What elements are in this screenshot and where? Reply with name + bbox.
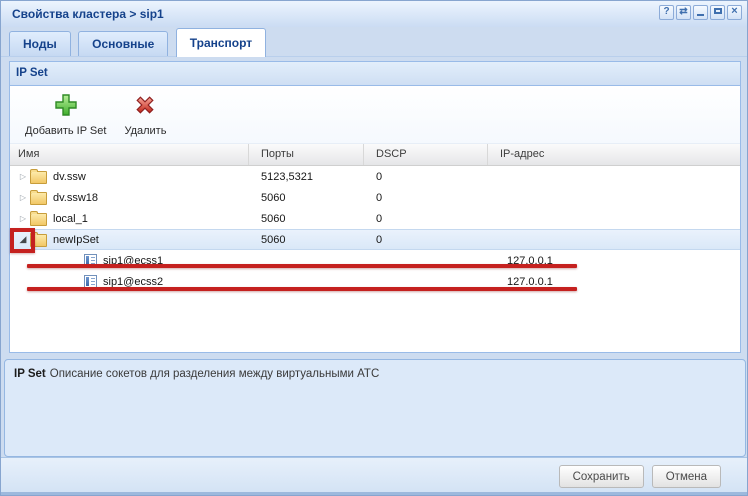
expand-arrow-icon[interactable]	[16, 193, 30, 203]
expand-arrow-icon[interactable]	[16, 172, 30, 182]
description-panel: IP Set Описание сокетов для разделения ме…	[4, 359, 746, 457]
annotation-underline-sip1-ecss2	[27, 287, 577, 291]
table-row[interactable]: dv.ssw18 5060 0	[10, 187, 740, 208]
footer-bar: Сохранить Отмена	[1, 457, 747, 495]
tab-general[interactable]: Основные	[78, 31, 169, 56]
row-name: sip1@ecss2	[103, 275, 164, 288]
row-ip: 127.0.0.1	[507, 254, 553, 267]
table-row[interactable]: newIpSet 5060 0	[10, 229, 740, 250]
add-ipset-label: Добавить IP Set	[25, 125, 107, 137]
save-button[interactable]: Сохранить	[558, 465, 644, 488]
help-button[interactable]: ?	[659, 5, 674, 20]
tab-strip-line	[1, 56, 747, 57]
column-header-ports[interactable]: Порты	[249, 144, 364, 165]
column-header-ip[interactable]: IP-адрес	[500, 148, 545, 160]
row-dscp: 0	[376, 212, 383, 225]
folder-icon	[30, 190, 47, 205]
window-title: Свойства кластера > sip1	[12, 7, 164, 21]
socket-icon	[84, 254, 97, 267]
row-ports: 5060	[261, 212, 286, 225]
table-row[interactable]: local_1 5060 0	[10, 208, 740, 229]
row-name: dv.ssw18	[53, 191, 99, 204]
grid-header: Имя Порты DSCP IP-адрес	[10, 144, 740, 166]
minimize-icon	[697, 14, 704, 16]
annotation-underline-sip1-ecss1	[27, 264, 577, 268]
tab-bar: Ноды Основные Транспорт	[9, 28, 747, 57]
table-row[interactable]: sip1@ecss1 127.0.0.1	[10, 250, 740, 271]
tab-nodes[interactable]: Ноды	[9, 31, 71, 56]
row-name: dv.ssw	[53, 170, 86, 183]
delete-button[interactable]: Удалить	[115, 90, 175, 139]
question-icon: ?	[663, 6, 670, 17]
row-dscp: 0	[376, 191, 383, 204]
toolbar: Добавить IP Set Удалить	[10, 86, 740, 144]
delete-label: Удалить	[124, 125, 167, 137]
cancel-button[interactable]: Отмена	[651, 465, 721, 488]
table-row[interactable]: dv.ssw 5123,5321 0	[10, 166, 740, 187]
column-header-dscp[interactable]: DSCP	[364, 144, 488, 165]
close-button[interactable]: ×	[727, 5, 742, 20]
row-ports: 5060	[261, 191, 286, 204]
row-name: newIpSet	[53, 233, 99, 246]
title-bar: Свойства кластера > sip1 ? ⇄ ×	[1, 1, 747, 27]
window-controls: ? ⇄ ×	[659, 5, 742, 20]
row-ip: 127.0.0.1	[507, 275, 553, 288]
add-plus-icon	[53, 92, 79, 123]
row-dscp: 0	[376, 170, 383, 183]
row-ports: 5060	[261, 233, 286, 246]
refresh-icon: ⇄	[679, 6, 688, 17]
grid-body: dv.ssw 5123,5321 0 dv.ssw18 5060 0 local…	[10, 166, 740, 292]
close-icon: ×	[731, 5, 738, 17]
column-header-name[interactable]: Имя	[10, 144, 249, 165]
tab-transport[interactable]: Транспорт	[175, 28, 267, 57]
folder-icon	[30, 169, 47, 184]
description-title: IP Set	[14, 368, 46, 380]
refresh-button[interactable]: ⇄	[676, 5, 691, 20]
minimize-button[interactable]	[693, 5, 708, 20]
row-name: local_1	[53, 212, 88, 225]
row-ports: 5123,5321	[261, 170, 313, 183]
add-ipset-button[interactable]: Добавить IP Set	[16, 90, 115, 139]
delete-cross-icon	[132, 92, 158, 123]
folder-icon	[30, 211, 47, 226]
description-text: Описание сокетов для разделения между ви…	[49, 368, 380, 380]
expand-arrow-icon[interactable]	[16, 214, 30, 224]
maximize-icon	[713, 8, 722, 14]
row-dscp: 0	[376, 233, 383, 246]
panel-header: IP Set	[10, 62, 740, 86]
maximize-button[interactable]	[710, 5, 725, 20]
annotation-rectangle-expand-arrow	[10, 228, 35, 253]
ipset-panel: IP Set Добавить IP Set	[9, 61, 741, 353]
